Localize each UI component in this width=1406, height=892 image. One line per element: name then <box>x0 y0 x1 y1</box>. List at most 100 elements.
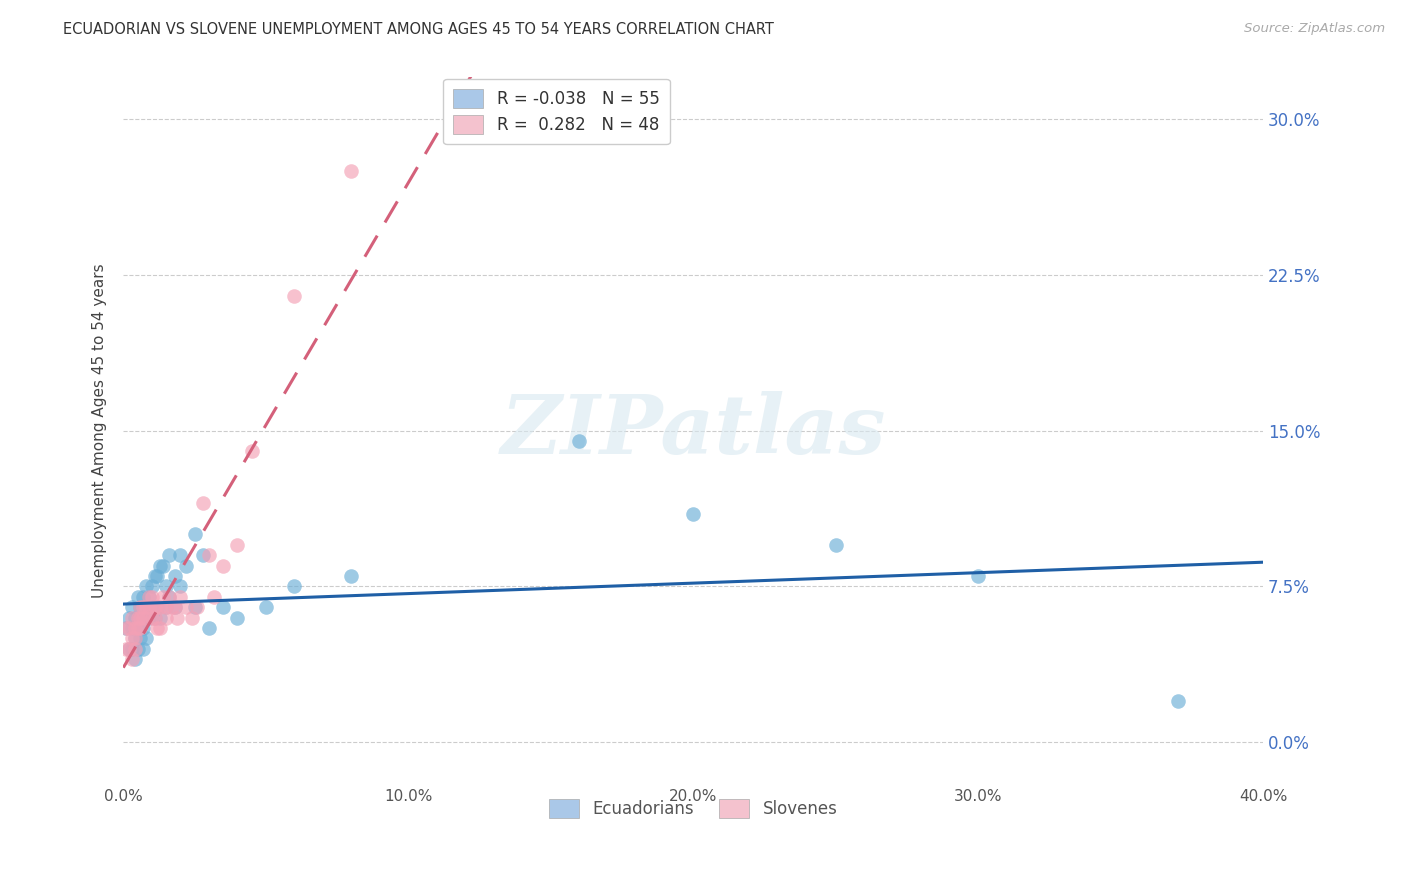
Point <box>118 641 141 656</box>
Point <box>127 621 149 635</box>
Point <box>127 590 149 604</box>
Point <box>129 621 152 635</box>
Point <box>141 610 163 624</box>
Point <box>115 621 138 635</box>
Point <box>132 600 155 615</box>
Point <box>141 590 163 604</box>
Point <box>132 641 155 656</box>
Point <box>143 569 166 583</box>
Point <box>155 600 177 615</box>
Text: ECUADORIAN VS SLOVENE UNEMPLOYMENT AMONG AGES 45 TO 54 YEARS CORRELATION CHART: ECUADORIAN VS SLOVENE UNEMPLOYMENT AMONG… <box>63 22 775 37</box>
Point <box>568 434 591 448</box>
Point <box>146 621 169 635</box>
Point <box>155 610 177 624</box>
Point <box>135 610 157 624</box>
Point <box>149 558 172 573</box>
Point <box>160 600 183 615</box>
Point <box>146 600 169 615</box>
Point <box>198 548 221 562</box>
Point <box>127 641 149 656</box>
Point <box>152 590 174 604</box>
Point <box>155 579 177 593</box>
Point <box>186 600 208 615</box>
Point <box>121 652 143 666</box>
Point <box>121 621 143 635</box>
Point <box>198 621 221 635</box>
Point <box>141 579 163 593</box>
Point <box>204 590 226 604</box>
Point <box>143 610 166 624</box>
Point <box>212 600 235 615</box>
Point <box>149 600 172 615</box>
Point <box>124 632 146 646</box>
Point <box>124 632 146 646</box>
Point <box>163 600 186 615</box>
Point <box>169 548 191 562</box>
Point <box>121 600 143 615</box>
Point <box>240 444 263 458</box>
Point <box>283 288 305 302</box>
Point <box>340 164 363 178</box>
Point <box>212 558 235 573</box>
Point <box>121 632 143 646</box>
Point <box>138 600 160 615</box>
Point <box>174 558 197 573</box>
Point <box>127 621 149 635</box>
Point <box>283 579 305 593</box>
Point <box>183 600 205 615</box>
Point <box>118 641 141 656</box>
Point <box>121 610 143 624</box>
Point <box>340 569 363 583</box>
Point <box>163 600 186 615</box>
Point <box>180 610 202 624</box>
Text: ZIPatlas: ZIPatlas <box>501 391 886 471</box>
Point <box>132 621 155 635</box>
Point <box>157 590 180 604</box>
Point <box>183 527 205 541</box>
Point <box>127 610 149 624</box>
Point <box>135 579 157 593</box>
Point <box>149 610 172 624</box>
Point <box>152 558 174 573</box>
Legend: Ecuadorians, Slovenes: Ecuadorians, Slovenes <box>543 792 844 825</box>
Point <box>129 610 152 624</box>
Point <box>174 600 197 615</box>
Point <box>135 610 157 624</box>
Point <box>124 641 146 656</box>
Point <box>138 590 160 604</box>
Point <box>141 600 163 615</box>
Point <box>124 610 146 624</box>
Point <box>121 641 143 656</box>
Point <box>143 600 166 615</box>
Point <box>226 538 249 552</box>
Point <box>129 610 152 624</box>
Point <box>146 600 169 615</box>
Point <box>135 600 157 615</box>
Point <box>157 590 180 604</box>
Point <box>967 569 990 583</box>
Point <box>132 590 155 604</box>
Point <box>155 600 177 615</box>
Point <box>115 641 138 656</box>
Point <box>129 632 152 646</box>
Point <box>124 621 146 635</box>
Point <box>191 496 214 510</box>
Point <box>149 621 172 635</box>
Point <box>129 600 152 615</box>
Point <box>682 507 704 521</box>
Point <box>166 610 188 624</box>
Point <box>163 569 186 583</box>
Point <box>169 590 191 604</box>
Point <box>143 610 166 624</box>
Point <box>132 610 155 624</box>
Point <box>129 600 152 615</box>
Text: Source: ZipAtlas.com: Source: ZipAtlas.com <box>1244 22 1385 36</box>
Point <box>824 538 846 552</box>
Point <box>157 548 180 562</box>
Y-axis label: Unemployment Among Ages 45 to 54 years: Unemployment Among Ages 45 to 54 years <box>93 263 107 598</box>
Point <box>118 621 141 635</box>
Point <box>124 652 146 666</box>
Point <box>169 579 191 593</box>
Point <box>191 548 214 562</box>
Point <box>118 610 141 624</box>
